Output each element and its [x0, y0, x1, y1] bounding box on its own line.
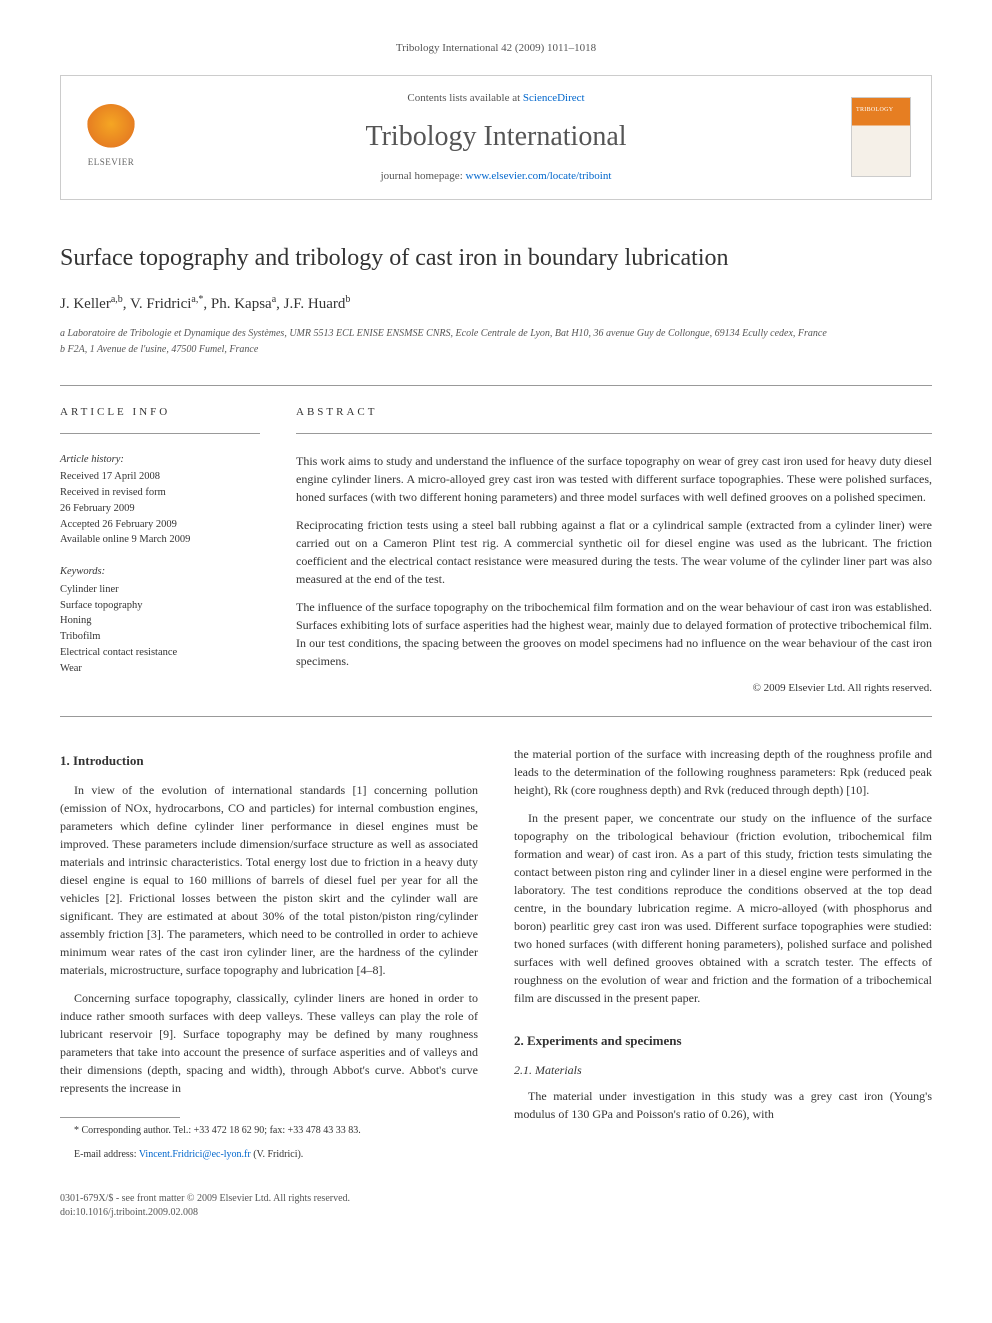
section-heading-experiments: 2. Experiments and specimens [514, 1031, 932, 1051]
body-paragraph: In view of the evolution of internationa… [60, 781, 478, 979]
homepage-link[interactable]: www.elsevier.com/locate/triboint [466, 170, 612, 182]
doi-line: doi:10.1016/j.triboint.2009.02.008 [60, 1206, 350, 1220]
history-item: Available online 9 March 2009 [60, 532, 260, 548]
contents-available-line: Contents lists available at ScienceDirec… [161, 90, 831, 107]
footnote-separator [60, 1117, 180, 1118]
history-item: Accepted 26 February 2009 [60, 517, 260, 533]
history-item: 26 February 2009 [60, 501, 260, 517]
author-list: J. Kellera,b, V. Fridricia,*, Ph. Kapsaa… [60, 292, 932, 316]
abstract-copyright: © 2009 Elsevier Ltd. All rights reserved… [296, 680, 932, 697]
affiliation: a Laboratoire de Tribologie et Dynamique… [60, 327, 932, 341]
keyword: Honing [60, 613, 260, 629]
divider [296, 433, 932, 434]
elsevier-wordmark: ELSEVIER [88, 156, 135, 170]
author-aff: a,* [191, 294, 203, 305]
journal-reference: Tribology International 42 (2009) 1011–1… [60, 40, 932, 57]
keyword: Wear [60, 661, 260, 677]
divider [60, 433, 260, 434]
meta-abstract-row: ARTICLE INFO Article history: Received 1… [60, 404, 932, 696]
author: Ph. Kapsa [211, 296, 272, 312]
abstract-paragraph: This work aims to study and understand t… [296, 452, 932, 506]
history-title: Article history: [60, 452, 260, 468]
author-aff: a [272, 294, 276, 305]
section-heading-introduction: 1. Introduction [60, 751, 478, 771]
body-paragraph: The material under investigation in this… [514, 1087, 932, 1123]
abstract-column: ABSTRACT This work aims to study and und… [296, 404, 932, 696]
email-suffix: (V. Fridrici). [251, 1149, 304, 1160]
keyword: Electrical contact resistance [60, 645, 260, 661]
body-paragraph: Concerning surface topography, classical… [60, 989, 478, 1097]
abstract-text: This work aims to study and understand t… [296, 452, 932, 670]
divider [60, 716, 932, 717]
right-column: the material portion of the surface with… [514, 745, 932, 1172]
body-paragraph: In the present paper, we concentrate our… [514, 809, 932, 1007]
header-center: Contents lists available at ScienceDirec… [161, 90, 831, 185]
article-info-column: ARTICLE INFO Article history: Received 1… [60, 404, 260, 696]
contents-prefix: Contents lists available at [407, 92, 522, 104]
author: J.F. Huard [284, 296, 346, 312]
footer-left: 0301-679X/$ - see front matter © 2009 El… [60, 1192, 350, 1220]
issn-line: 0301-679X/$ - see front matter © 2009 El… [60, 1192, 350, 1206]
author: J. Keller [60, 296, 111, 312]
keyword: Surface topography [60, 598, 260, 614]
corresponding-author-footnote: * Corresponding author. Tel.: +33 472 18… [60, 1124, 478, 1138]
page-footer-bar: 0301-679X/$ - see front matter © 2009 El… [60, 1192, 932, 1220]
keyword: Tribofilm [60, 629, 260, 645]
left-column: 1. Introduction In view of the evolution… [60, 745, 478, 1172]
abstract-paragraph: Reciprocating friction tests using a ste… [296, 516, 932, 588]
abstract-paragraph: The influence of the surface topography … [296, 598, 932, 670]
history-item: Received in revised form [60, 485, 260, 501]
elsevier-logo: ELSEVIER [81, 102, 141, 172]
author-aff: b [345, 294, 350, 305]
body-paragraph: the material portion of the surface with… [514, 745, 932, 799]
keyword: Cylinder liner [60, 582, 260, 598]
abstract-label: ABSTRACT [296, 404, 932, 421]
subsection-heading-materials: 2.1. Materials [514, 1061, 932, 1079]
email-footnote: E-mail address: Vincent.Fridrici@ec-lyon… [60, 1148, 478, 1162]
journal-title: Tribology International [161, 116, 831, 158]
author: V. Fridrici [130, 296, 191, 312]
body-two-column: 1. Introduction In view of the evolution… [60, 745, 932, 1172]
article-history: Article history: Received 17 April 2008 … [60, 452, 260, 549]
homepage-line: journal homepage: www.elsevier.com/locat… [161, 168, 831, 185]
affiliation: b F2A, 1 Avenue de l'usine, 47500 Fumel,… [60, 343, 932, 357]
journal-header-box: ELSEVIER Contents lists available at Sci… [60, 75, 932, 200]
article-title: Surface topography and tribology of cast… [60, 240, 932, 276]
journal-cover-thumbnail [851, 97, 911, 177]
article-info-label: ARTICLE INFO [60, 404, 260, 421]
history-item: Received 17 April 2008 [60, 469, 260, 485]
elsevier-tree-icon [86, 104, 136, 154]
email-label: E-mail address: [74, 1149, 139, 1160]
email-link[interactable]: Vincent.Fridrici@ec-lyon.fr [139, 1149, 251, 1160]
homepage-prefix: journal homepage: [381, 170, 466, 182]
divider [60, 385, 932, 386]
affiliations: a Laboratoire de Tribologie et Dynamique… [60, 327, 932, 357]
author-aff: a,b [111, 294, 123, 305]
keywords: Keywords: Cylinder liner Surface topogra… [60, 564, 260, 676]
sciencedirect-link[interactable]: ScienceDirect [523, 92, 585, 104]
keywords-title: Keywords: [60, 564, 260, 580]
